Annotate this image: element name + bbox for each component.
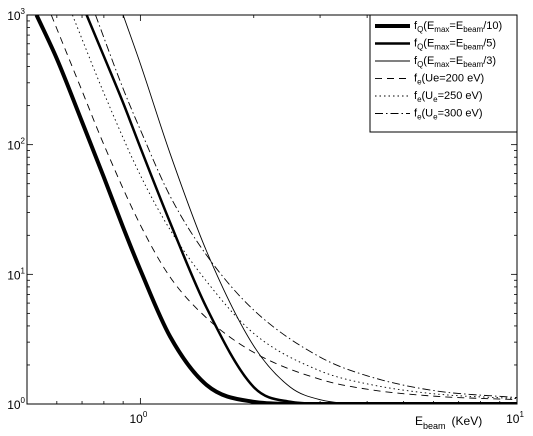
x-axis-label-unit: (KeV) [452,414,483,428]
x-tick-label: 100 [129,410,147,426]
x-tick-label-base: 10 [506,412,520,426]
x-tick-label: 101 [506,410,524,426]
x-tick-label-exp: 0 [143,410,148,419]
y-tick-label: 102 [7,137,25,153]
y-tick-label: 101 [7,266,25,282]
y-tick-label-exp: 0 [21,396,26,405]
y-tick-label-exp: 2 [21,137,26,146]
x-axis-label: Ebeam (KeV) [415,414,482,431]
x-tick-label-base: 10 [129,412,143,426]
y-tick-label-base: 10 [7,9,21,23]
series-line-3 [122,15,517,404]
x-tick-label-exp: 1 [519,410,524,419]
legend-items: fQ(Emax=Ebeam/10) fQ(Emax=Ebeam/5) fQ(Emax… [375,20,502,122]
series-lines [34,15,517,404]
y-tick-label-exp: 3 [21,7,26,16]
y-tick-label-base: 10 [7,398,21,412]
x-axis-label-main: E [415,414,423,428]
legend-label-5: fe(Ue=250 eV) [414,90,483,104]
x-axis-label-sub: beam [423,421,446,431]
y-tick-label-base: 10 [7,139,21,153]
series-line-6 [95,15,517,399]
legend-label-1: fQ(Emax=Ebeam/10) [414,20,502,34]
legend-label-6: fe(Ue=300 eV) [414,108,483,122]
series-line-2 [85,15,517,404]
y-tick-label: 103 [7,7,25,23]
y-tick-label: 100 [7,396,25,412]
y-tick-label-base: 10 [7,268,21,282]
y-tick-label-exp: 1 [21,266,26,275]
legend: fQ(Emax=Ebeam/10) fQ(Emax=Ebeam/5) fQ(Emax… [369,14,518,133]
series-line-1 [34,15,517,404]
series-line-5 [71,15,517,400]
legend-label-2: fQ(Emax=Ebeam/5) [414,38,496,52]
legend-label-4: fe(Ue=200 eV) [414,73,484,87]
plot-frame [26,14,518,405]
legend-box [369,14,518,133]
legend-label-3: fQ(Emax=Ebeam/3) [414,55,496,69]
